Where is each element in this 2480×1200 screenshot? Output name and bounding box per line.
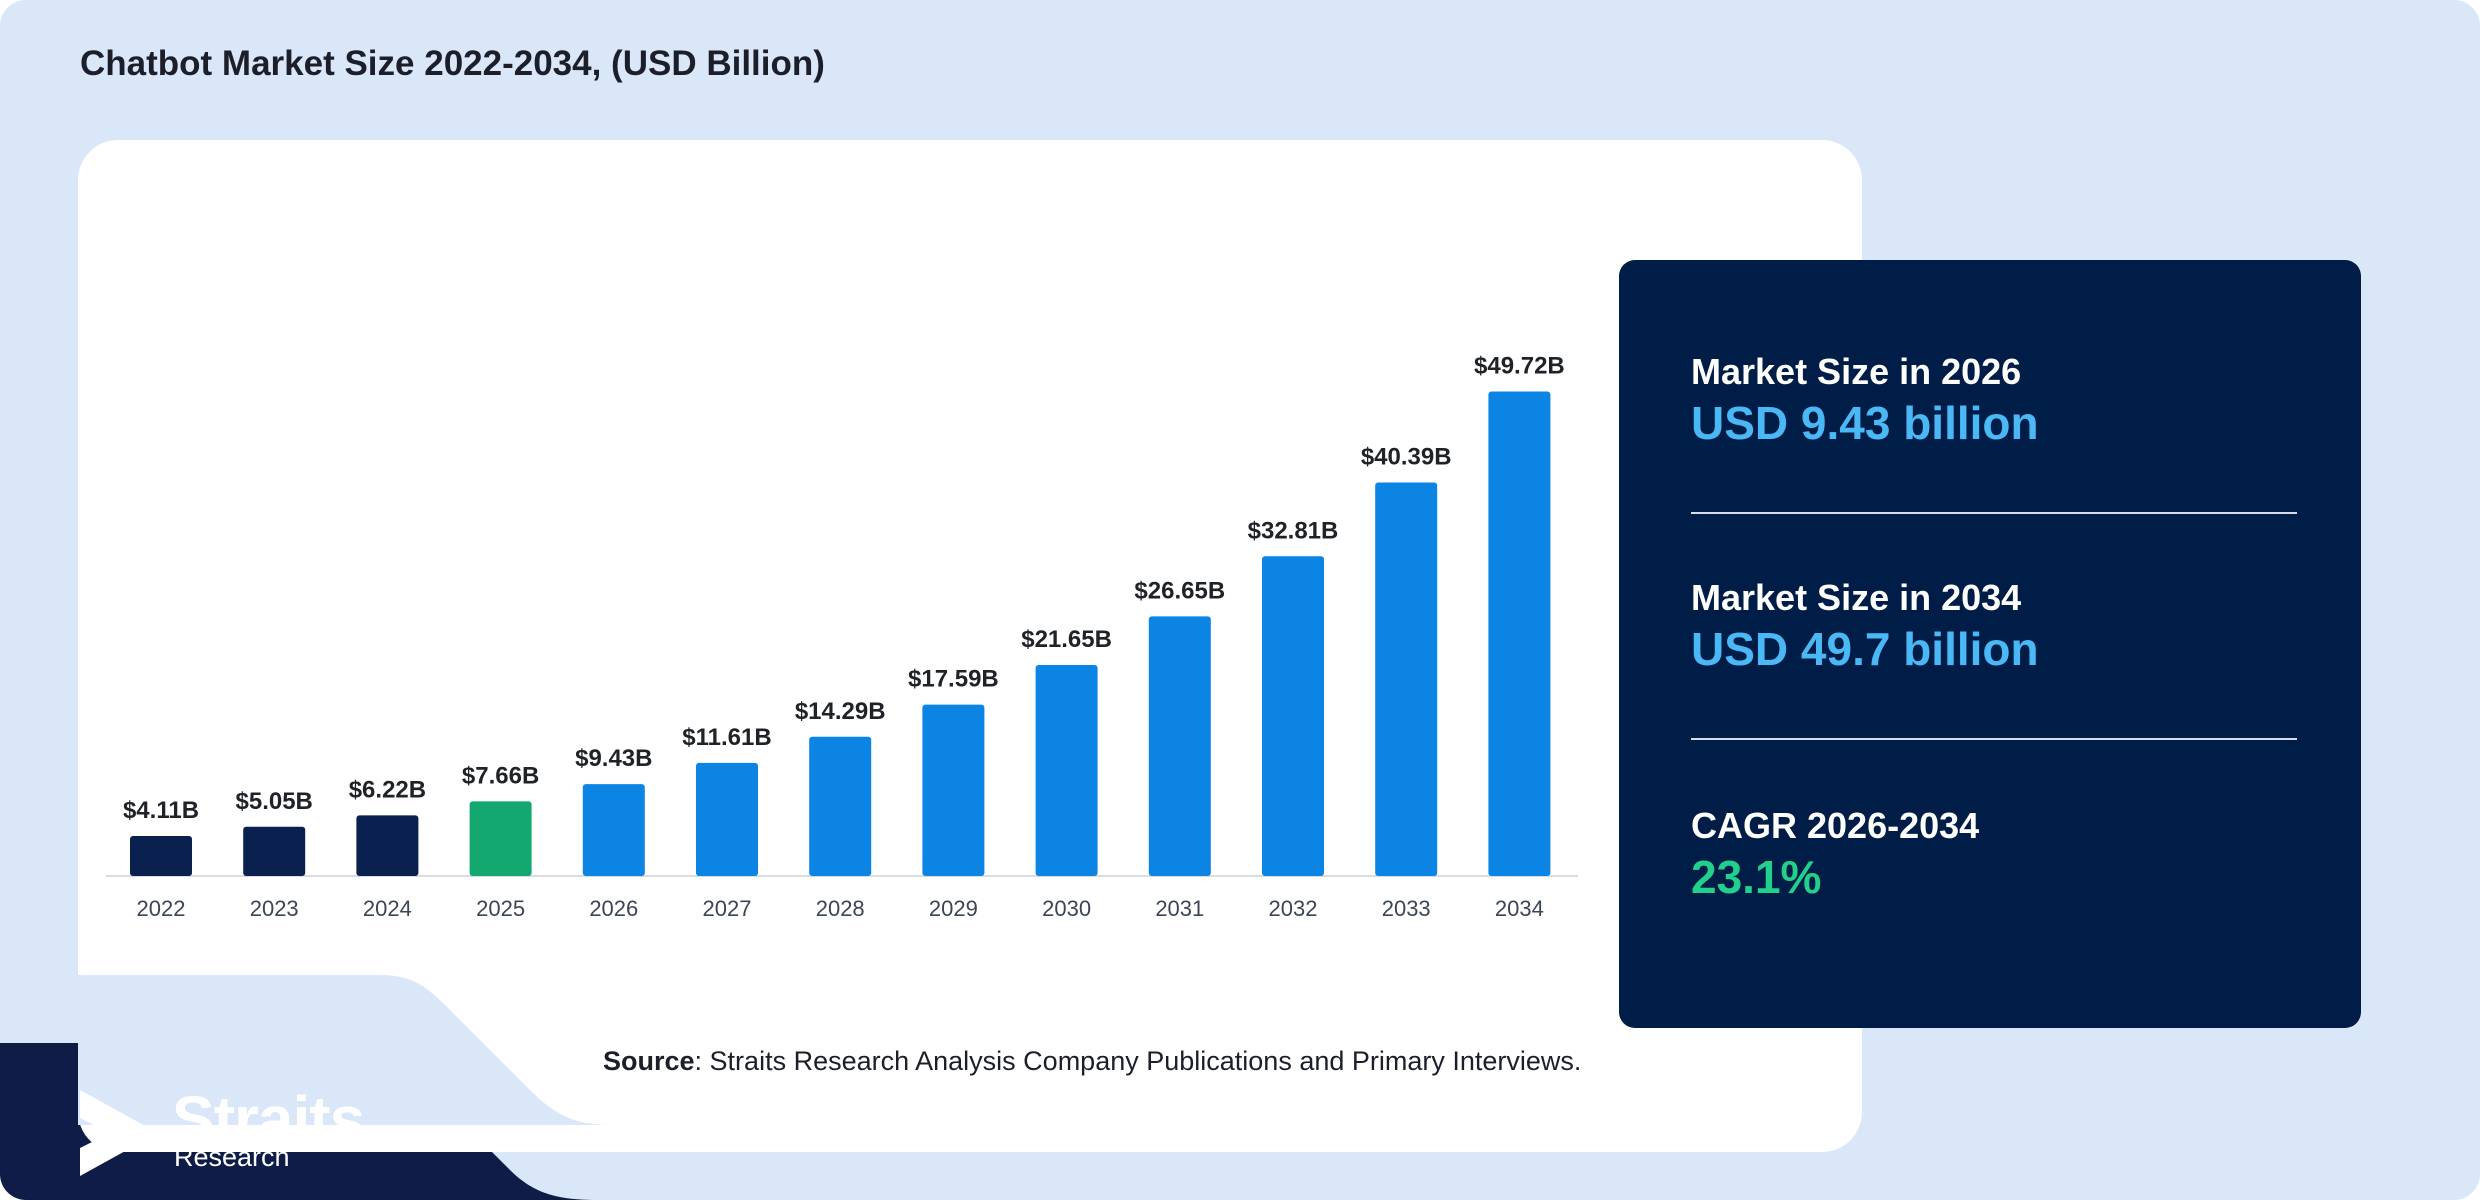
source-note: Source: Straits Research Analysis Compan…	[603, 1046, 1581, 1077]
data-label-2029: $17.59B	[908, 666, 999, 693]
logo-wordmark: Straits	[172, 1083, 365, 1155]
stat-value: USD 49.7 billion	[1691, 623, 2039, 675]
stat-cagr: CAGR 2026-2034 23.1%	[1691, 806, 1979, 904]
x-tick-2032: 2032	[1269, 896, 1318, 921]
x-tick-2023: 2023	[250, 896, 299, 921]
data-label-2032: $32.81B	[1248, 517, 1339, 544]
x-tick-2033: 2033	[1382, 896, 1431, 921]
bar-2028	[809, 736, 872, 876]
data-label-2034: $49.72B	[1474, 353, 1565, 380]
stat-label: CAGR 2026-2034	[1691, 805, 1980, 846]
stats-divider	[1691, 738, 2297, 740]
stat-label: Market Size in 2034	[1691, 577, 2022, 618]
chart-panel: $4.11B 2022 $5.05B 2023 $6.22B 2024 $7.66B 2025…	[78, 140, 1862, 1152]
bar-2024	[356, 815, 419, 876]
bar-2025	[469, 801, 532, 876]
bar-2032	[1262, 556, 1324, 876]
data-label-2025: $7.66B	[462, 762, 539, 789]
x-tick-2027: 2027	[703, 896, 752, 921]
x-tick-2028: 2028	[816, 896, 865, 921]
page-title: Chatbot Market Size 2022-2034, (USD Bill…	[80, 44, 825, 83]
stat-market-size-2026: Market Size in 2026 USD 9.43 billion	[1691, 352, 2039, 450]
stats-divider	[1691, 512, 2297, 514]
bar-chart: $4.11B 2022 $5.05B 2023 $6.22B 2024 $7.66B 2025…	[106, 353, 1578, 921]
bar-2022	[130, 835, 192, 876]
bar-2026	[582, 784, 645, 876]
stats-card: Market Size in 2026 USD 9.43 billion Mar…	[1619, 260, 2361, 1028]
bar-2033	[1375, 482, 1438, 876]
x-tick-2034: 2034	[1495, 896, 1544, 921]
x-tick-2026: 2026	[589, 896, 638, 921]
data-label-2028: $14.29B	[795, 698, 886, 725]
data-label-2022: $4.11B	[123, 797, 199, 824]
bar-2029	[922, 704, 985, 876]
bar-2034	[1488, 391, 1551, 876]
stat-value: 23.1%	[1691, 851, 1822, 903]
bar-2031	[1148, 616, 1211, 876]
source-prefix: Source	[603, 1046, 695, 1076]
logo-subtitle: Research	[174, 1142, 290, 1172]
x-tick-2024: 2024	[363, 896, 412, 921]
x-tick-2025: 2025	[476, 896, 525, 921]
bar-2030	[1035, 665, 1098, 876]
data-label-2030: $21.65B	[1021, 626, 1112, 653]
x-tick-2022: 2022	[137, 896, 186, 921]
data-label-2033: $40.39B	[1361, 443, 1452, 470]
x-tick-2029: 2029	[929, 896, 978, 921]
stat-label: Market Size in 2026	[1691, 351, 2022, 392]
logo-arrow-icon	[80, 1090, 158, 1176]
bar-2023	[243, 826, 306, 876]
data-label-2026: $9.43B	[575, 745, 652, 772]
stat-market-size-2034: Market Size in 2034 USD 49.7 billion	[1691, 578, 2039, 676]
data-label-2027: $11.61B	[682, 724, 771, 751]
x-tick-2031: 2031	[1155, 896, 1204, 921]
bar-2027	[696, 762, 758, 876]
data-label-2031: $26.65B	[1134, 577, 1225, 604]
source-text: : Straits Research Analysis Company Publ…	[694, 1046, 1582, 1076]
data-label-2023: $5.05B	[236, 788, 313, 815]
x-tick-2030: 2030	[1042, 896, 1091, 921]
stat-value: USD 9.43 billion	[1691, 397, 2039, 449]
data-label-2024: $6.22B	[349, 776, 426, 803]
